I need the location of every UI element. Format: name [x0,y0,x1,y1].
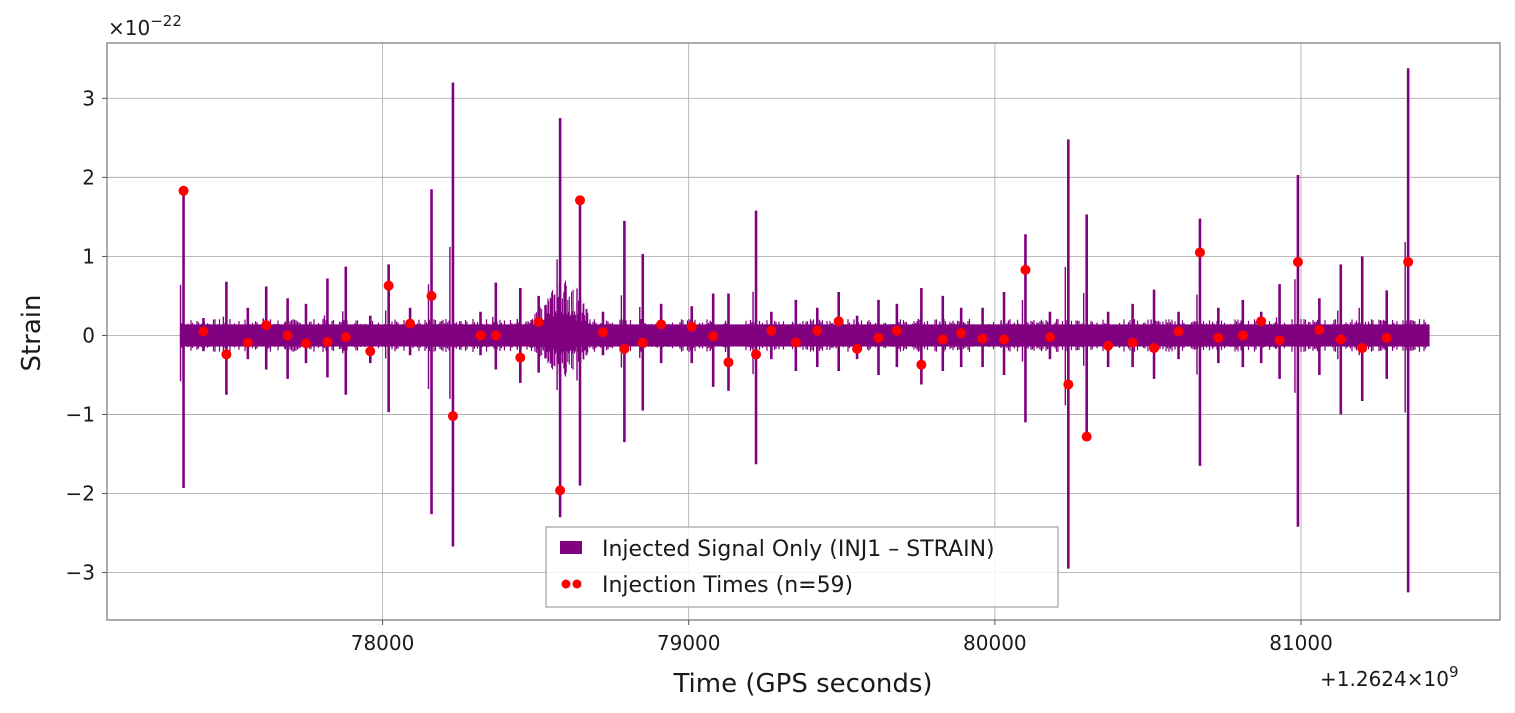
injection-point [533,317,544,328]
x-tick-label: 80000 [963,631,1027,655]
injection-point [198,326,209,337]
injection-point [891,325,902,336]
injection-point [1044,332,1055,343]
injection-point [575,195,586,206]
injection-point [916,359,927,370]
injection-point [751,349,762,360]
injection-point [1335,334,1346,345]
injection-point [178,185,189,196]
injection-point [1149,343,1160,354]
injection-point [723,357,734,368]
injection-point [383,280,394,291]
y-tick-label: 0 [82,323,95,347]
axis-ticks: 78000 79000 80000 81000 3 2 1 0 −1 −2 −3 [66,86,1333,655]
injection-point [261,320,272,331]
injection-point [708,331,719,342]
y-tick-label: −1 [66,402,95,426]
injection-point [426,290,437,301]
injection-point [1194,247,1205,258]
injection-point [1103,340,1114,351]
injection-point [1357,343,1368,354]
x-offset-label: +1.2624×109 [1320,663,1459,691]
injection-point [766,325,777,336]
signal-series [179,68,1430,593]
injection-point [447,411,458,422]
legend-injection-marker-1 [561,579,571,589]
injection-point [365,346,376,357]
injection-point [1127,337,1138,348]
injection-series [178,185,1414,496]
y-tick-label: −2 [66,482,95,506]
injection-point [1256,316,1267,327]
y-scale-base: ×10 [108,16,150,40]
injection-point [340,332,351,343]
injection-point [221,349,232,360]
y-tick-label: 2 [82,165,95,189]
injection-point [956,328,967,339]
injection-point [1314,324,1325,335]
y-tick-label: 1 [82,244,95,268]
injection-point [1173,326,1184,337]
injection-point [686,321,697,332]
injection-point [1381,332,1392,343]
injection-point [852,343,863,354]
injection-point [1403,256,1414,267]
x-offset-base: +1.2624×10 [1320,667,1449,691]
x-tick-label: 78000 [351,631,415,655]
injection-point [937,334,948,345]
injection-point [833,316,844,327]
injection-point [405,318,416,329]
injection-point [1020,264,1031,275]
injection-point [515,352,526,363]
injection-point [1292,256,1303,267]
x-tick-label: 79000 [657,631,721,655]
injection-point [322,336,333,347]
injection-point [637,337,648,348]
injection-point [282,330,293,341]
injection-point [1237,330,1248,341]
injection-point [597,327,608,338]
legend-injection-marker-2 [572,579,582,589]
injection-point [1213,332,1224,343]
injection-point [790,337,801,348]
injection-point [301,338,311,349]
injection-point [619,343,630,354]
injection-point [1063,379,1074,390]
y-scale-exponent: −22 [150,12,182,30]
y-tick-label: −3 [66,561,95,585]
injection-point [999,334,1010,345]
injection-point [812,325,823,336]
injection-point [490,330,501,341]
injection-point [656,319,667,330]
legend-injection-label: Injection Times (n=59) [602,573,853,598]
y-axis-label: Strain [17,294,47,371]
legend: Injected Signal Only (INJ1 – STRAIN) Inj… [545,526,1059,608]
plot-frame [106,42,1501,621]
y-tick-label: 3 [82,86,95,110]
injection-point [1274,335,1285,346]
x-offset-exponent: 9 [1449,663,1459,681]
injection-point [242,337,253,348]
legend-signal-swatch [560,541,582,554]
x-tick-label: 81000 [1269,631,1333,655]
legend-signal-label: Injected Signal Only (INJ1 – STRAIN) [602,537,995,562]
injection-point [977,333,988,344]
injection-point [1081,431,1092,442]
injection-point [475,330,486,341]
y-scale-label: ×10−22 [108,12,182,40]
legend-box [545,526,1059,608]
injection-point [555,485,566,496]
x-axis-label: Time (GPS seconds) [672,669,932,699]
injection-point [873,332,884,343]
